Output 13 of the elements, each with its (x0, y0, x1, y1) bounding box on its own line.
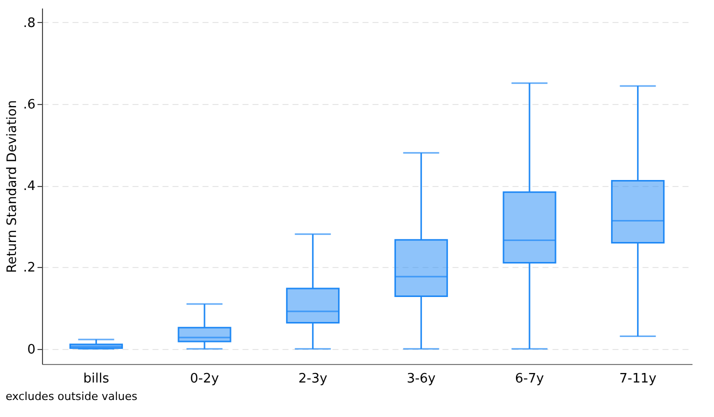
x-tick-label: 3-6y (406, 372, 436, 386)
x-tick-label: 6-7y (515, 372, 544, 386)
text: excludes outside values (6, 390, 138, 403)
x-tick-label: bills (83, 372, 110, 386)
y-axis-title: Return Standard Deviation (5, 100, 20, 273)
y-tick-label: 0 (27, 342, 36, 358)
x-tick-label: 2-3y (298, 372, 328, 386)
y-tick-label: .4 (23, 179, 36, 194)
x-tick-label: 7-11y (619, 372, 657, 386)
y-tick-label: .2 (23, 260, 36, 276)
x-tick-label: 0-2y (190, 372, 220, 386)
y-tick-label: .6 (23, 97, 36, 112)
y-tick-label: .8 (23, 16, 36, 31)
